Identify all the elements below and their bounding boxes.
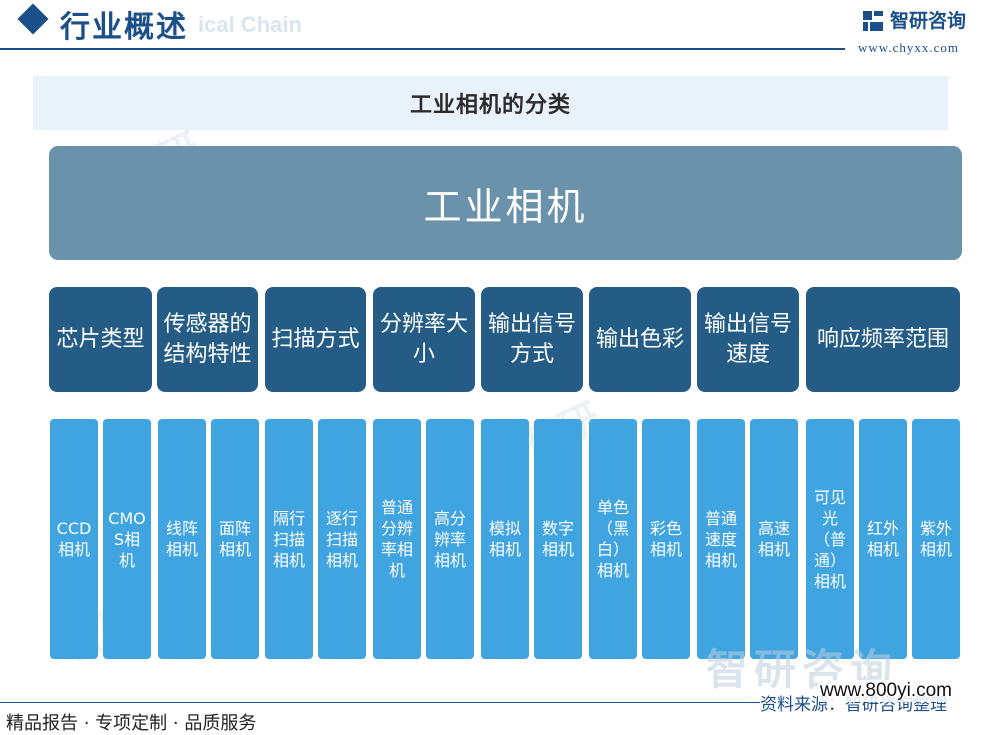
category-node: 分辨率大小 <box>373 287 475 392</box>
leaf-node: CCD相机 <box>50 419 98 659</box>
logo-url: www.chyxx.com <box>858 40 959 55</box>
leaf-node: 单色（黑白）相机 <box>589 419 637 659</box>
category-label: 分辨率大小 <box>379 311 468 367</box>
leaf-label: CCD相机 <box>56 519 92 559</box>
category-label: 芯片类型 <box>56 326 145 352</box>
leaf-node: 隔行扫描相机 <box>265 419 313 659</box>
category-label: 输出信号速度 <box>703 311 792 367</box>
leaf-label: 紫外相机 <box>919 519 952 559</box>
footer-tagline: 精品报告 · 专项定制 · 品质服务 <box>6 713 257 734</box>
category-node: 传感器的结构特性 <box>157 287 258 392</box>
diamond-icon <box>17 3 49 35</box>
leaf-node: 普通速度相机 <box>697 419 745 659</box>
leaf-label: 彩色相机 <box>649 519 682 559</box>
category-label: 输出色彩 <box>595 326 684 352</box>
section-ghost-text: ical Chain <box>198 12 302 37</box>
leaf-label: 线阵相机 <box>165 519 198 559</box>
header: ical Chain 行业概述 智研咨询 www.chyxx.com <box>0 0 981 55</box>
category-node: 输出色彩 <box>589 287 691 392</box>
leaf-node: 数字相机 <box>534 419 582 659</box>
leaf-node: 彩色相机 <box>642 419 690 659</box>
leaf-label: 单色（黑白）相机 <box>596 498 629 580</box>
leaf-label: 隔行扫描相机 <box>272 508 305 570</box>
leaf-label: 红外相机 <box>866 519 899 559</box>
leaf-node: 模拟相机 <box>481 419 529 659</box>
header-divider <box>0 48 845 50</box>
section-title: 行业概述 <box>60 10 188 45</box>
leaf-label: CMOS相机 <box>108 508 146 570</box>
leaf-label: 面阵相机 <box>218 519 251 559</box>
leaf-node: 紫外相机 <box>912 419 960 659</box>
category-label: 输出信号方式 <box>487 311 576 367</box>
category-node: 输出信号速度 <box>697 287 799 392</box>
footer-divider <box>0 702 760 703</box>
category-label: 扫描方式 <box>271 326 360 352</box>
category-node: 芯片类型 <box>49 287 152 392</box>
leaf-label: 普通速度相机 <box>704 508 737 570</box>
title-band: 工业相机的分类 <box>33 76 948 130</box>
root-node: 工业相机 <box>49 146 962 260</box>
leaf-node: 面阵相机 <box>211 419 259 659</box>
logo-text: 智研咨询 <box>890 10 967 32</box>
leaf-label: 高速相机 <box>757 519 790 559</box>
category-label: 响应频率范围 <box>816 326 949 352</box>
leaf-label: 高分辨率相机 <box>433 508 466 570</box>
category-node: 响应频率范围 <box>806 287 960 392</box>
leaf-label: 普通分辨率相机 <box>380 498 413 580</box>
leaf-node: 高速相机 <box>750 419 798 659</box>
leaf-node: 普通分辨率相机 <box>373 419 421 659</box>
root-label: 工业相机 <box>423 184 588 229</box>
leaf-node: 高分辨率相机 <box>426 419 474 659</box>
leaf-node: 线阵相机 <box>158 419 206 659</box>
category-label: 传感器的结构特性 <box>163 311 252 367</box>
leaf-node: 可见光（普通）相机 <box>806 419 854 659</box>
leaf-label: 数字相机 <box>541 519 574 559</box>
leaf-node: 逐行扫描相机 <box>318 419 366 659</box>
leaf-node: 红外相机 <box>859 419 907 659</box>
leaf-node: CMOS相机 <box>103 419 151 659</box>
category-node: 扫描方式 <box>265 287 366 392</box>
leaf-label: 逐行扫描相机 <box>325 508 358 570</box>
leaf-label: 模拟相机 <box>488 519 521 559</box>
diagram-title: 工业相机的分类 <box>409 93 571 118</box>
watermark-url: www.800yi.com <box>818 680 954 702</box>
chyxx-logo-icon <box>863 11 883 31</box>
leaf-label: 可见光（普通）相机 <box>813 487 846 591</box>
category-node: 输出信号方式 <box>481 287 583 392</box>
